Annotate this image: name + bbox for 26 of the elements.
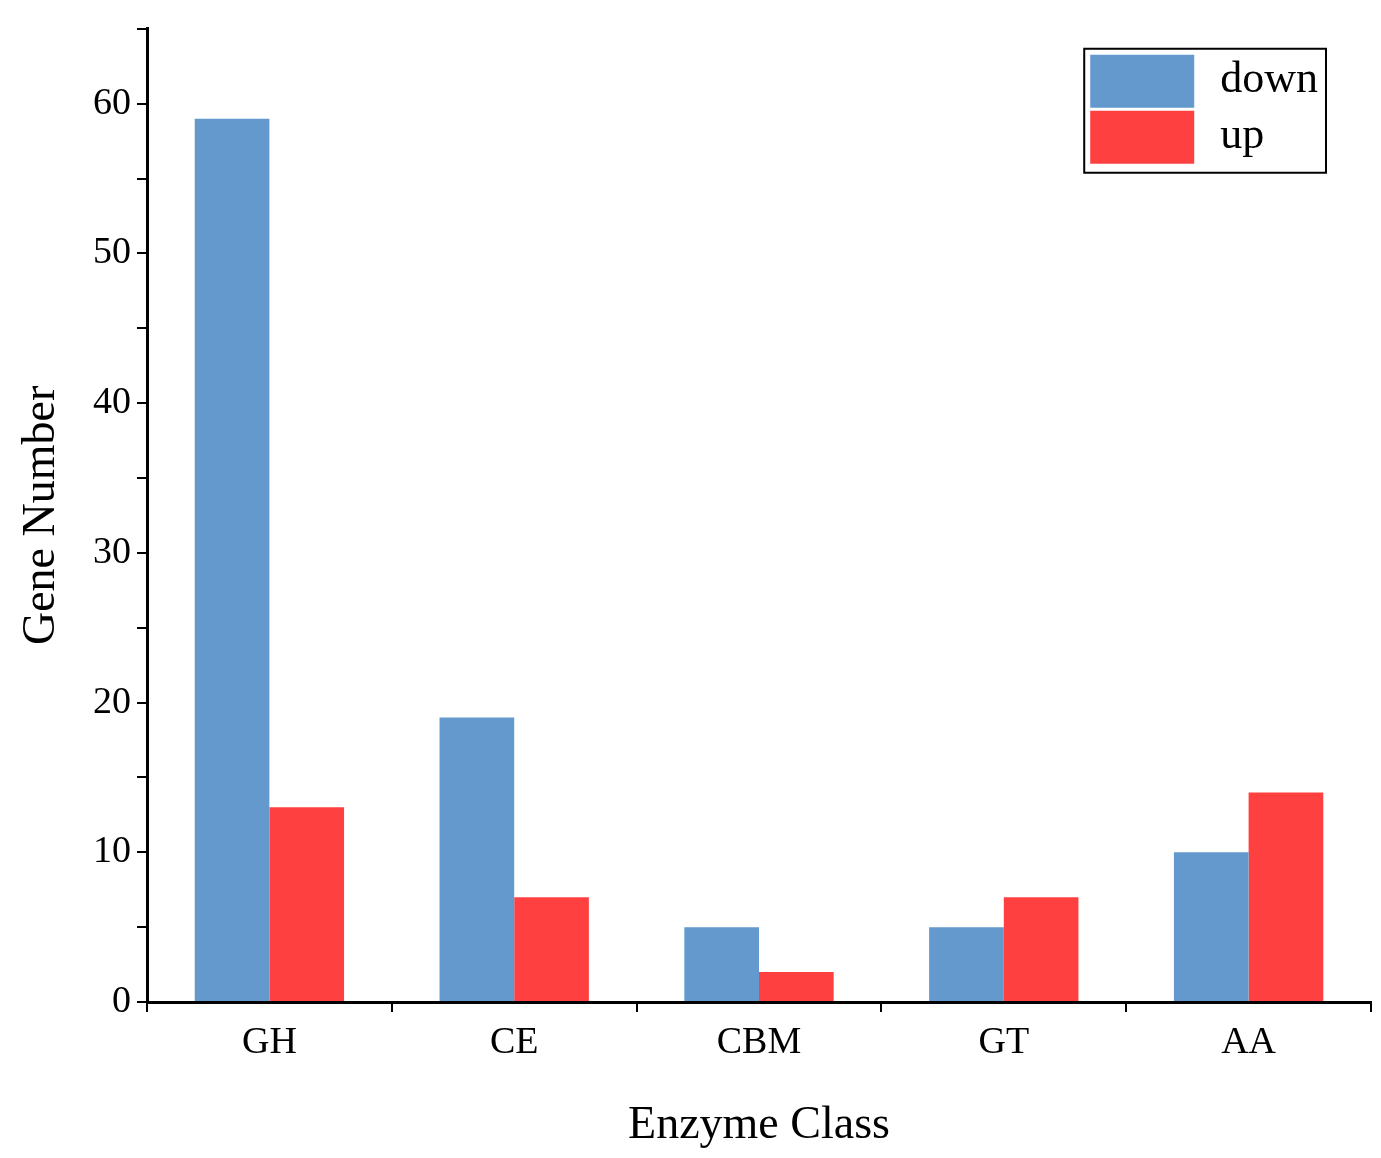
x-axis-title: Enzyme Class: [628, 1097, 890, 1149]
y-tick-label: 20: [93, 678, 131, 721]
x-tick-label: CE: [489, 1018, 539, 1061]
x-tick-label: CBM: [716, 1018, 802, 1061]
y-tick-label: 10: [93, 828, 131, 871]
x-tick-label: AA: [1221, 1018, 1277, 1061]
x-tick-label: GH: [241, 1018, 297, 1061]
bar: [759, 972, 834, 1001]
bar: [194, 118, 270, 1001]
legend-label: down: [1220, 53, 1319, 103]
y-tick-label: 60: [93, 79, 131, 122]
bar: [1173, 852, 1249, 1001]
y-axis-title: Gene Number: [12, 385, 64, 646]
bar: [1003, 897, 1079, 1001]
bar: [269, 807, 345, 1001]
bar: [684, 927, 759, 1001]
y-tick-label: 0: [112, 977, 131, 1020]
y-tick-label: 40: [93, 379, 131, 422]
bar: [929, 927, 1004, 1001]
x-tick-label: GT: [978, 1018, 1030, 1061]
legend-label: up: [1220, 109, 1265, 159]
bar: [514, 897, 589, 1001]
bar: [1248, 792, 1324, 1001]
y-tick-label: 30: [93, 528, 131, 571]
bar: [439, 717, 515, 1001]
y-tick-label: 50: [93, 229, 131, 272]
